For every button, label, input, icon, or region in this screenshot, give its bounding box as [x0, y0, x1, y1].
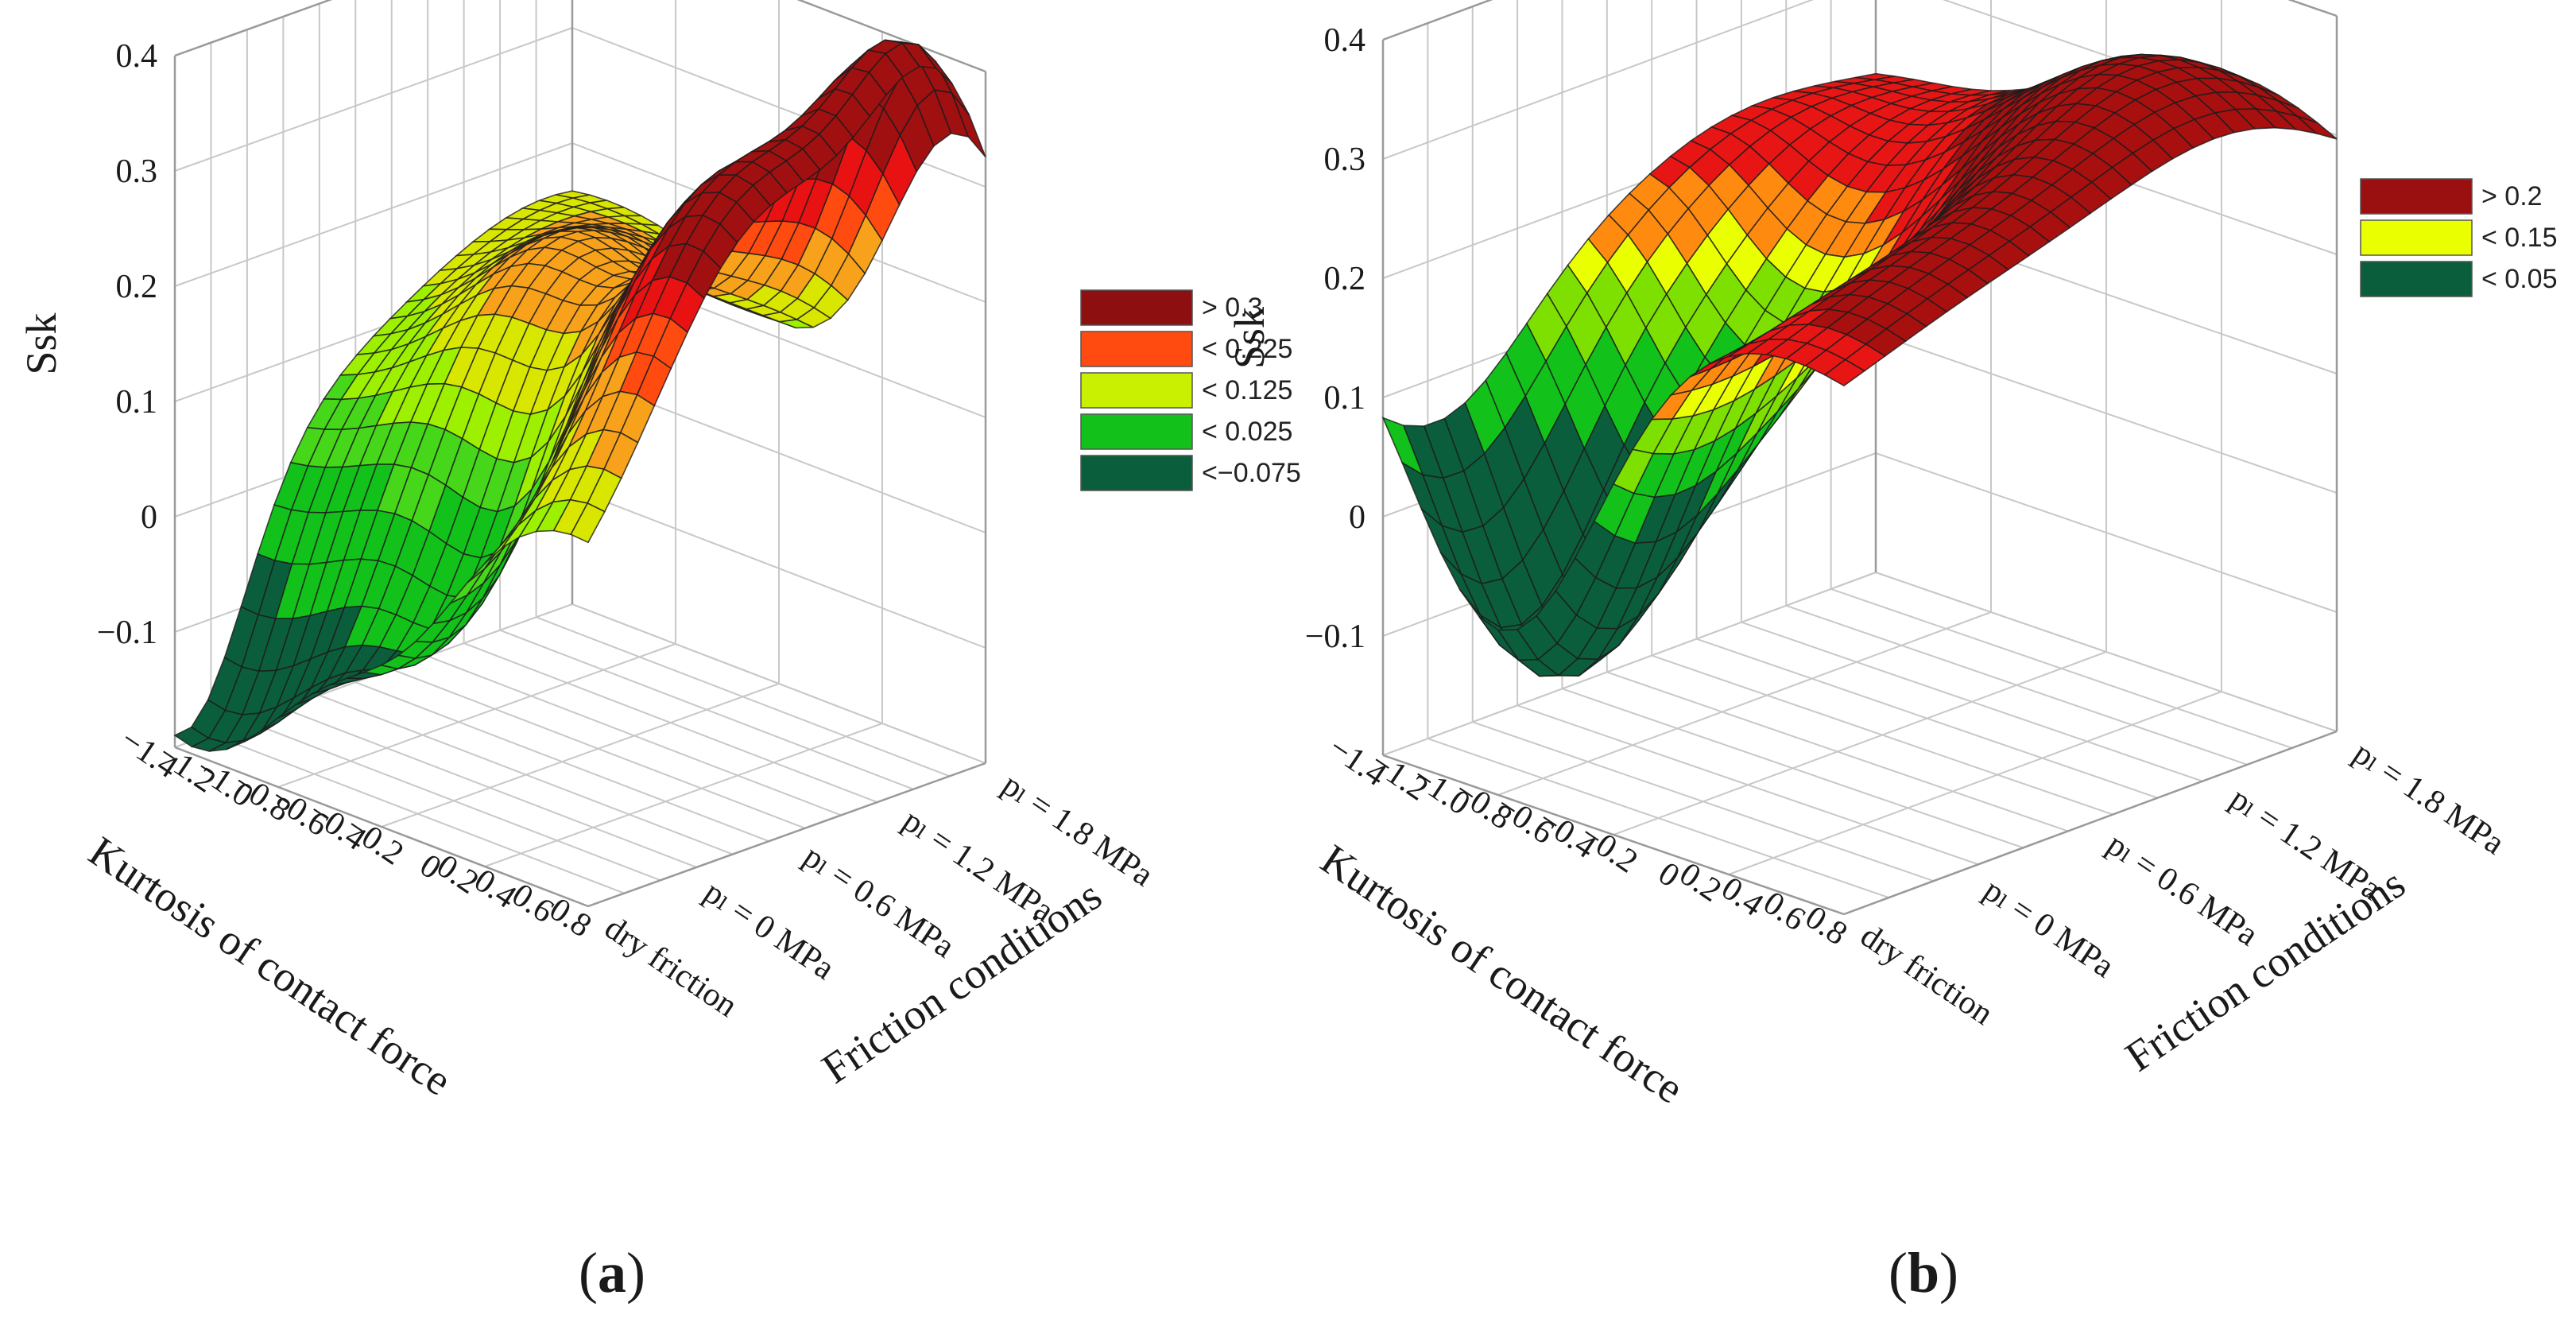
- z-tick-label: 0: [1349, 499, 1365, 536]
- y-tick-label: pₗ = 1.8 MPa: [2346, 735, 2511, 862]
- z-tick-label: 0.2: [1324, 261, 1366, 297]
- z-tick-label: 0: [141, 499, 157, 536]
- legend-swatch: [1080, 372, 1193, 409]
- grid-line: [1613, 651, 2107, 836]
- y-tick-label: dry friction: [1854, 917, 1999, 1032]
- surface-a: [173, 39, 986, 752]
- y-tick-label: pₗ = 0 MPa: [1977, 872, 2121, 986]
- surface-plot-b: 0.40.30.20.10−0.1Ssk−1.4−1.2−1.0−0.8−0.6…: [1226, 0, 2557, 1305]
- z-tick-label: −0.1: [1305, 618, 1365, 655]
- legend-b: > 0.2 < 0.15 < 0.05: [2360, 178, 2557, 297]
- legend-swatch: [1080, 289, 1193, 326]
- legend-label: < 0.225: [1202, 334, 1292, 364]
- panel-label: (b): [1888, 1241, 1958, 1305]
- z-axis-title: Ssk: [1226, 307, 1273, 369]
- y-tick-label: dry friction: [598, 909, 743, 1024]
- z-axis-title: Ssk: [17, 312, 65, 374]
- legend-label: < 0.125: [1202, 375, 1292, 405]
- legend-swatch: [2360, 219, 2473, 256]
- z-tick-label: 0.4: [116, 38, 158, 75]
- legend-swatch: [1080, 455, 1193, 491]
- legend-swatch: [2360, 261, 2473, 297]
- box-edge: [174, 0, 333, 57]
- grid-line: [174, 27, 573, 172]
- box-edge: [1382, 754, 1845, 916]
- grid-line: [1382, 0, 1815, 160]
- legend-swatch: [1080, 413, 1193, 450]
- legend-label: > 0.2: [2481, 181, 2543, 211]
- legend-a: > 0.3 < 0.225 < 0.125 < 0.025 <−0.075: [1080, 289, 1301, 491]
- z-tick-label: −0.1: [97, 615, 157, 651]
- z-tick-label: 0.1: [116, 384, 158, 421]
- z-tick-label: 0.3: [116, 153, 158, 190]
- z-tick-label: 0.2: [116, 269, 158, 305]
- x-axis-title: Kurtosis of contact force: [80, 828, 459, 1105]
- surface-cell: [1823, 359, 1866, 387]
- legend-label: < 0.025: [1202, 417, 1292, 447]
- grid-line: [174, 0, 332, 56]
- grid-line: [1728, 691, 2222, 875]
- legend-label: > 0.3: [1202, 293, 1263, 323]
- surface-b: [1381, 53, 2338, 677]
- y-tick-label: pₗ = 0.6 MPa: [2100, 826, 2264, 953]
- box-edge: [1382, 0, 1493, 41]
- z-tick-label: 0.3: [1324, 142, 1366, 178]
- grid-line: [1382, 0, 1493, 41]
- grid-line: [174, 142, 573, 287]
- legend-label: < 0.05: [2481, 264, 2557, 294]
- legend-label: < 0.15: [2481, 223, 2557, 253]
- grid-line: [1497, 611, 1992, 796]
- z-tick-label: 0.1: [1324, 380, 1366, 417]
- y-tick-label: pₗ = 0 MPa: [697, 874, 841, 987]
- legend-label: <−0.075: [1202, 458, 1301, 488]
- surface-plot-a: 0.40.30.20.10−0.1Ssk−1.4−1.2−1.0−0.8−0.6…: [17, 0, 1301, 1305]
- x-axis-title: Kurtosis of contact force: [1312, 836, 1691, 1113]
- legend-swatch: [1080, 331, 1193, 367]
- grid-line: [1382, 572, 1877, 756]
- surface-cell: [570, 502, 606, 544]
- box-edge: [587, 762, 986, 908]
- legend-swatch: [2360, 178, 2473, 215]
- box-edge: [1843, 730, 2338, 916]
- panel-label: (a): [579, 1241, 645, 1305]
- box-edge: [174, 746, 589, 908]
- grid-line: [381, 683, 780, 828]
- z-tick-label: 0.4: [1324, 22, 1366, 59]
- grid-line: [277, 643, 676, 788]
- grid-line: [484, 723, 883, 867]
